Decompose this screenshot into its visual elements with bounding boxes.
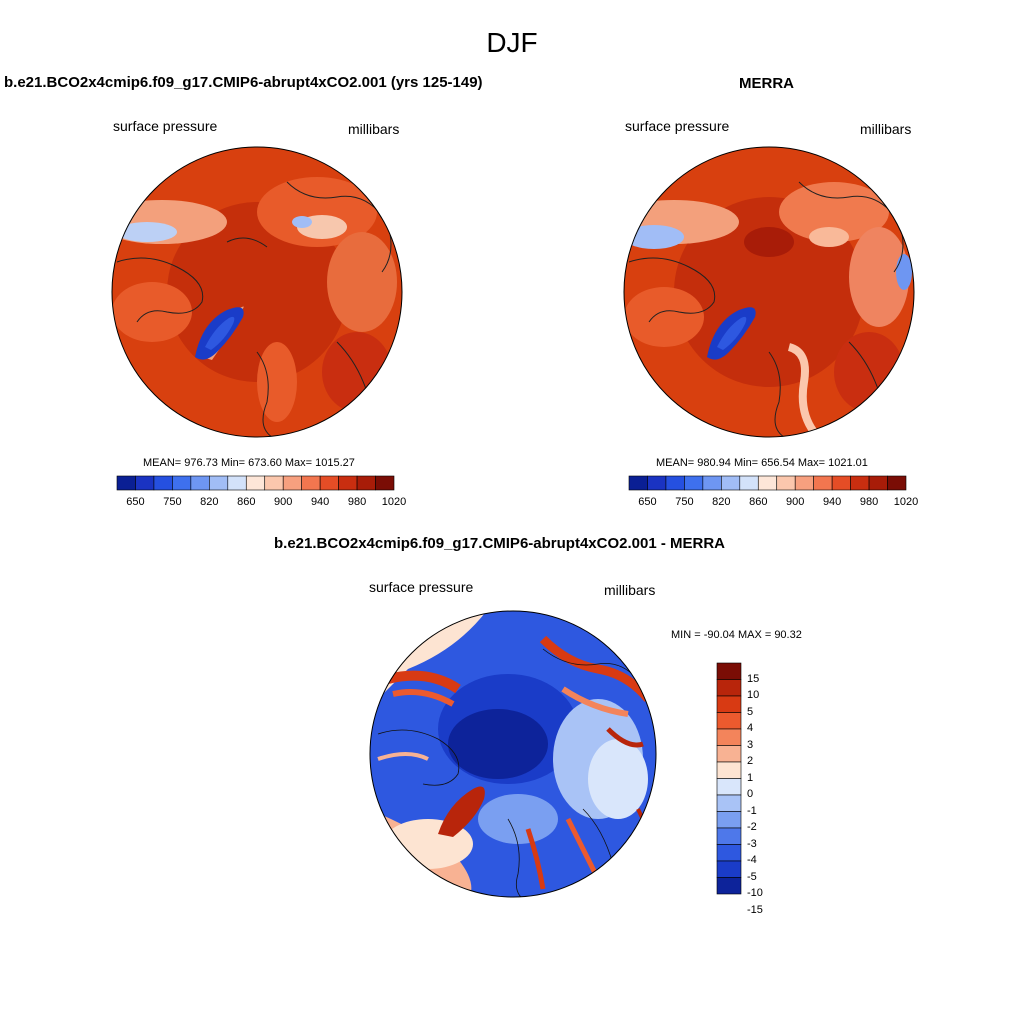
panel2-colorbar-tick-label: 750 [675,496,694,508]
panel3-colorbar-tick-label: 3 [747,738,754,751]
panel3-polar-map [369,610,657,898]
panel3-colorbar-tick-label: 1 [747,771,754,784]
panel3-colorbar-swatch [716,860,742,878]
panel2-colorbar-swatch [721,475,741,491]
panel3-colorbar-tick-label: -10 [747,887,763,899]
panel3-colorbar [716,662,742,895]
panel3-colorbar-swatch [716,877,742,895]
panel2-right-label: millibars [860,121,912,137]
panel1-colorbar-swatch [282,475,302,491]
panel3-right-label: millibars [604,582,656,598]
panel3-title: b.e21.BCO2x4cmip6.f09_g17.CMIP6-abrupt4x… [274,535,725,552]
panel1-colorbar-swatch [375,475,395,491]
panel3-colorbar-swatch [716,827,742,845]
panel3-colorbar-tick-label: 5 [747,705,754,718]
panel1-colorbar-swatch [356,475,376,491]
panel1-colorbar-swatch [135,475,155,491]
panel1-colorbar-tick-label: 940 [310,496,330,508]
panel1-colorbar-ticks: 650 750 820 860 900 940 980 1020 [117,496,406,510]
panel3-colorbar-swatch [716,728,742,746]
panel3-colorbar-tick-label: 2 [747,755,754,767]
panel3-colorbar-tick-label: 15 [747,672,760,685]
panel1-colorbar-swatch [172,475,192,491]
panel2-colorbar-tick-label: 860 [749,496,768,508]
panel1-stats: MEAN= 976.73 Min= 673.60 Max= 1015.27 [143,457,355,469]
panel1-colorbar-swatch [245,475,266,491]
panel2-colorbar-swatch [684,475,704,491]
panel1-colorbar-swatch [319,475,339,491]
panel2-colorbar-tick-label: 650 [638,496,657,508]
panel3-colorbar-tick-label: -2 [747,821,757,833]
panel2-polar-map [623,146,915,438]
panel2-colorbar-swatch [794,475,814,491]
panel1-polar-map [111,146,403,438]
panel2-colorbar-swatch [665,475,685,491]
panel1-left-label: surface pressure [113,118,218,134]
panel2-colorbar-swatch [739,475,759,491]
panel1-colorbar-swatch [116,475,136,491]
panel3-colorbar-swatch [716,745,742,763]
panel2-colorbar-swatch [887,475,907,491]
panel1-colorbar-tick-label: 820 [200,496,219,508]
panel3-colorbar-swatch [716,794,742,812]
panel2-colorbar-swatch [702,475,722,491]
panel3-colorbar-swatch [716,761,742,779]
panel3-colorbar-tick-label: -1 [747,804,757,817]
panel2-colorbar-swatch [776,475,796,491]
panel3-colorbar-tick-label: -5 [747,870,757,883]
panel2-colorbar-swatch [850,475,870,491]
panel3-colorbar-tick-label: 4 [747,722,754,734]
panel3-colorbar-swatch [716,679,742,697]
panel3-colorbar-swatch [716,778,742,796]
panel3-colorbar-swatch [716,844,742,862]
panel2-colorbar-tick-label: 980 [859,496,879,508]
panel1-colorbar-swatch [209,475,229,491]
panel1-colorbar-swatch [153,475,173,491]
figure-title: DJF [486,27,538,58]
panel2-stats: MEAN= 980.94 Min= 656.54 Max= 1021.01 [656,457,868,469]
panel3-colorbar-tick-label: -15 [747,903,763,916]
panel1-colorbar-tick-label: 980 [347,496,367,508]
panel1-colorbar-tick-label: 750 [163,496,182,508]
panel1-colorbar-swatch [338,475,358,491]
panel2-colorbar-tick-label: 1020 [893,496,919,508]
panel1-colorbar-swatch [227,475,247,491]
panel3-colorbar-tick-label: 0 [747,788,754,800]
panel2-colorbar-tick-label: 940 [822,496,842,508]
panel2-colorbar-tick-label: 900 [786,496,805,508]
panel1-colorbar-swatch [301,475,321,491]
panel3-colorbar-tick-label: 10 [747,689,760,701]
panel3-stats: MIN = -90.04 MAX = 90.32 [671,629,802,641]
panel3-colorbar-tick-label: -4 [747,854,757,866]
panel3-colorbar-swatch [716,712,742,730]
panel3-colorbar-swatch [716,695,742,713]
panel2-title: MERRA [739,75,794,92]
panel1-right-label: millibars [348,121,400,137]
panel3-colorbar-swatch [716,811,742,829]
panel1-colorbar-tick-label: 650 [126,496,145,508]
panel2-colorbar-swatch [813,475,833,491]
panel1-colorbar-tick-label: 1020 [381,496,407,508]
panel1-colorbar-tick-label: 900 [274,496,293,508]
panel1-colorbar [116,475,395,491]
panel3-colorbar-swatch [716,662,742,680]
panel2-left-label: surface pressure [625,118,730,134]
panel2-colorbar-swatch [628,475,648,491]
panel2-colorbar-ticks: 650 750 820 860 900 940 980 1020 [629,496,918,510]
panel1-colorbar-swatch [190,475,210,491]
panel1-colorbar-tick-label: 860 [237,496,256,508]
panel2-colorbar-swatch [647,475,667,491]
panel1-title: b.e21.BCO2x4cmip6.f09_g17.CMIP6-abrupt4x… [4,74,483,91]
panel3-colorbar-tick-label: -3 [747,837,757,850]
panel1-colorbar-swatch [264,475,284,491]
panel2-colorbar-swatch [831,475,851,491]
panel2-colorbar [628,475,907,491]
panel3-left-label: surface pressure [369,579,474,595]
panel2-colorbar-tick-label: 820 [712,496,731,508]
panel2-colorbar-swatch [757,475,778,491]
panel3-colorbar-ticks: 15 10 5 4 3 2 1 0 -1 -2 -3 -4 -5 -10 -15 [747,663,787,916]
panel2-colorbar-swatch [868,475,888,491]
